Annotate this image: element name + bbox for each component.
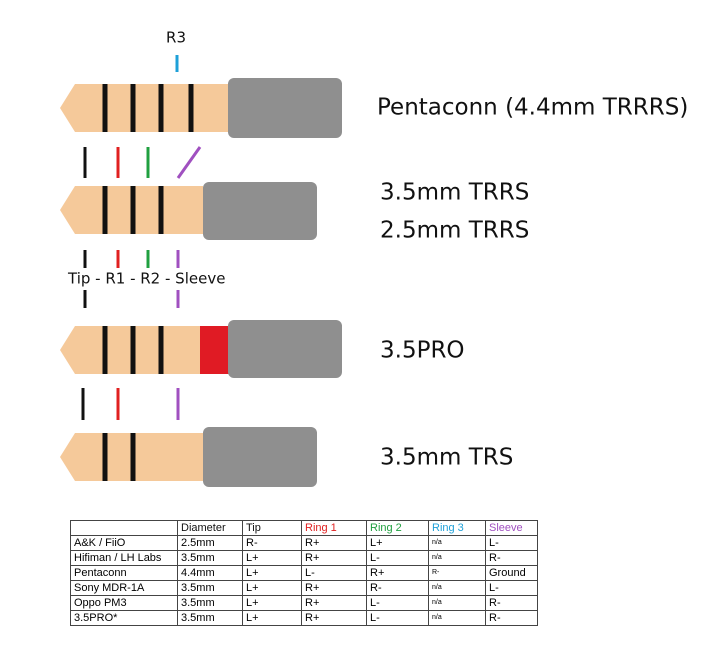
plug-pentaconn <box>60 78 342 138</box>
cell: R+ <box>301 535 367 551</box>
cell: L+ <box>242 595 302 611</box>
cell: R+ <box>301 550 367 566</box>
cell: R- <box>485 595 538 611</box>
plug-label: Pentaconn (4.4mm TRRRS) <box>377 95 688 121</box>
cell: Pentaconn <box>70 565 178 581</box>
header-cell <box>70 520 178 536</box>
wires <box>81 388 180 420</box>
cell: R- <box>485 550 538 566</box>
cell: L- <box>485 535 538 551</box>
row: Oppo PM3 3.5mm L+ R+ L-n/a R- <box>70 595 538 611</box>
cell: R- <box>366 580 429 596</box>
cell: A&K / FiiO <box>70 535 178 551</box>
cell: R- <box>485 610 538 626</box>
header-cell: Ring 1 <box>301 520 367 536</box>
cell: 3.5mm <box>177 610 243 626</box>
header-cell: Ring 2 <box>366 520 429 536</box>
pinout-table: Diameter Tip Ring 1 Ring 2 Ring 3 Sleeve A&K /… <box>70 520 538 626</box>
header-cell: Diameter <box>177 520 243 536</box>
header-cell: Sleeve <box>485 520 538 536</box>
row: Pentaconn 4.4mm L+ L- R+ R- Ground <box>70 565 538 581</box>
plug-label: 3.5PRO <box>380 338 465 364</box>
header-row: Diameter Tip Ring 1 Ring 2 Ring 3 Sleeve <box>70 520 538 536</box>
cell: Ground <box>485 565 538 581</box>
cell: L- <box>366 595 429 611</box>
cell: 3.5mm <box>177 580 243 596</box>
row: Hifiman / LH Labs 3.5mm L+ R+ L-n/a R- <box>70 550 538 566</box>
cell: n/a <box>428 580 486 596</box>
plug-label: 3.5mm TRRS <box>380 180 529 206</box>
plug-trrs <box>60 182 317 240</box>
cell: L- <box>301 565 367 581</box>
r3-label: R3 <box>166 29 186 47</box>
cell: Sony MDR-1A <box>70 580 178 596</box>
wires <box>83 146 202 179</box>
cell: L- <box>485 580 538 596</box>
row: Sony MDR-1A 3.5mm L+ R+ R-n/a L- <box>70 580 538 596</box>
cell: n/a <box>428 550 486 566</box>
cell: R- <box>242 535 302 551</box>
cell: R+ <box>301 580 367 596</box>
cell: L+ <box>242 565 302 581</box>
pin-label: Tip - R1 - R2 - Sleeve <box>67 270 225 288</box>
cell: L+ <box>242 580 302 596</box>
cell: L+ <box>242 610 302 626</box>
cell: 3.5PRO* <box>70 610 178 626</box>
plug-label: 3.5mm TRS <box>380 445 513 471</box>
plug-35pro <box>60 320 342 378</box>
cell: n/a <box>428 610 486 626</box>
row: 3.5PRO* 3.5mm L+ R+ L-n/a R- <box>70 610 538 626</box>
header-cell: Tip <box>242 520 302 536</box>
header-cell: Ring 3 <box>428 520 486 536</box>
cell: L- <box>366 610 429 626</box>
cell: 3.5mm <box>177 550 243 566</box>
cell: R+ <box>301 610 367 626</box>
cell: n/a <box>428 595 486 611</box>
cell: 4.4mm <box>177 565 243 581</box>
cell: R- <box>428 565 486 581</box>
cell: 2.5mm <box>177 535 243 551</box>
row: A&K / FiiO 2.5mm R- R+ L+ n/a L- <box>70 535 538 551</box>
wires <box>83 250 180 308</box>
cell: Hifiman / LH Labs <box>70 550 178 566</box>
cell: L- <box>366 550 429 566</box>
cell: Oppo PM3 <box>70 595 178 611</box>
cell: L+ <box>242 550 302 566</box>
cell: R+ <box>366 565 429 581</box>
cell: n/a <box>428 535 486 551</box>
plug-label: 2.5mm TRRS <box>380 218 529 244</box>
plug-trs <box>60 427 317 487</box>
cell: R+ <box>301 595 367 611</box>
cell: L+ <box>366 535 429 551</box>
cell: 3.5mm <box>177 595 243 611</box>
